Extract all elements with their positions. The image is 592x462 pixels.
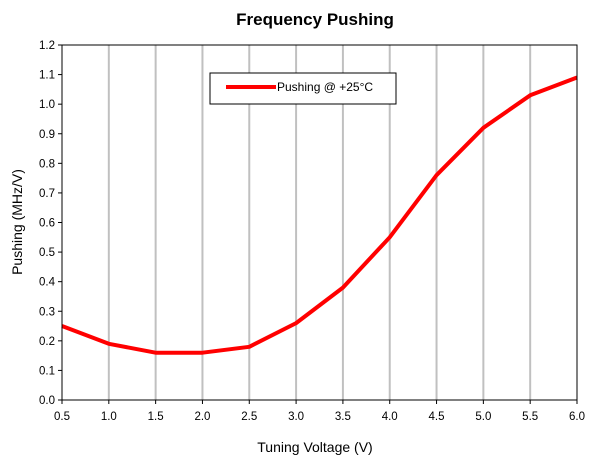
- y-tick-label: 0.1: [39, 365, 55, 377]
- series-layer: [61, 75, 578, 355]
- data-point: [436, 174, 438, 176]
- data-point: [155, 352, 157, 354]
- legend: Pushing @ +25°C: [209, 72, 397, 105]
- y-tick-label: 0.5: [39, 247, 55, 259]
- legend-entry-label: Pushing @ +25°C: [277, 80, 373, 94]
- data-point: [482, 127, 484, 129]
- y-tick-label: 0.4: [39, 277, 56, 289]
- data-point: [389, 236, 391, 238]
- chart-title: Frequency Pushing: [236, 10, 394, 29]
- x-tick-label: 1.5: [148, 411, 164, 423]
- data-point: [201, 352, 203, 354]
- x-tick-label: 3.5: [335, 411, 351, 423]
- x-tick-label: 0.5: [54, 411, 70, 423]
- x-tick-label: 2.5: [241, 411, 257, 423]
- y-tick-label: 1.2: [39, 40, 55, 52]
- data-point: [108, 343, 110, 345]
- x-tick-label: 4.0: [382, 411, 398, 423]
- data-point: [295, 322, 297, 324]
- data-point: [248, 346, 250, 348]
- x-axis-label: Tuning Voltage (V): [257, 439, 372, 455]
- y-axis-ticks: 0.0 0.1 0.2 0.3 0.4 0.5 0.6 0.7 0.8 0.9 1.0 1.1 1.2: [39, 40, 62, 407]
- data-point: [342, 287, 344, 289]
- x-tick-label: 2.0: [194, 411, 210, 423]
- y-tick-label: 0.0: [39, 395, 55, 407]
- y-axis-label: Pushing (MHz/V): [9, 169, 25, 275]
- y-tick-label: 0.9: [39, 129, 55, 141]
- y-tick-label: 0.8: [39, 158, 55, 170]
- x-tick-label: 1.0: [101, 411, 117, 423]
- x-tick-label: 5.0: [475, 411, 491, 423]
- x-axis-ticks: 0.5 1.0 1.5 2.0 2.5 3.0 3.5 4.0 4.5 5.0 5.5 6.0: [54, 400, 585, 423]
- x-tick-label: 5.5: [522, 411, 538, 423]
- y-tick-label: 1.1: [39, 70, 55, 82]
- y-tick-label: 1.0: [39, 99, 55, 111]
- series-line: [61, 75, 578, 355]
- x-tick-label: 6.0: [569, 411, 585, 423]
- y-tick-label: 0.7: [39, 188, 55, 200]
- y-tick-label: 0.6: [39, 218, 55, 230]
- x-tick-label: 3.0: [288, 411, 304, 423]
- y-tick-label: 0.2: [39, 336, 55, 348]
- x-tick-label: 4.5: [429, 411, 445, 423]
- y-tick-label: 0.3: [39, 306, 55, 318]
- data-point: [529, 94, 531, 96]
